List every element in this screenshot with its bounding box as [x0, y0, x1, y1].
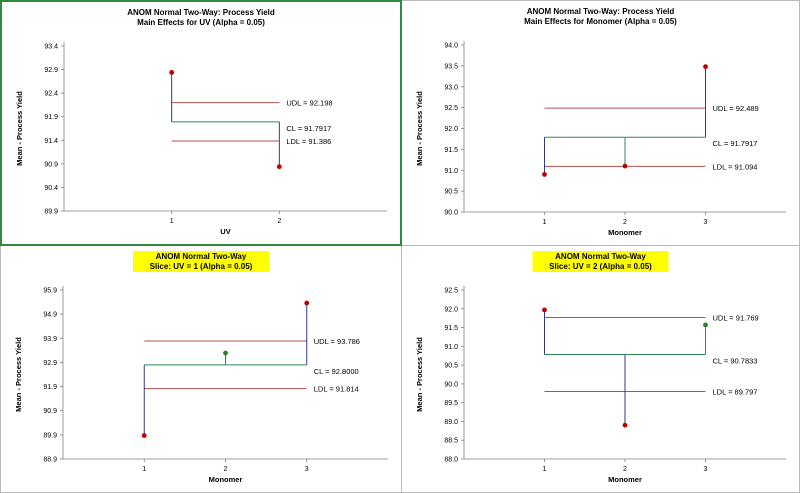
chart-panel-uv-main-effects: ANOM Normal Two-Way: Process Yield Main E…: [0, 0, 402, 246]
y-tick-label: 92.0: [444, 126, 458, 133]
y-tick-label: 91.5: [444, 147, 458, 154]
x-axis-label: Monomer: [209, 475, 243, 484]
udl-label: UDL = 92.198: [286, 99, 332, 108]
y-tick-label: 88.5: [444, 438, 458, 445]
chart-subtitle: Slice: UV = 2 (Alpha = 0.05): [549, 262, 652, 271]
y-tick-label: 90.0: [444, 381, 458, 388]
y-tick-label: 89.0: [444, 419, 458, 426]
y-tick-label: 93.0: [444, 84, 458, 91]
chart-subtitle: Main Effects for Monomer (Alpha = 0.05): [524, 17, 677, 26]
y-tick-label: 89.9: [43, 432, 57, 439]
chart-panel-slice-uv2: ANOM Normal Two-Way Slice: UV = 2 (Alpha …: [402, 246, 800, 493]
x-tick-label: 3: [305, 466, 309, 473]
y-tick-label: 90.0: [444, 210, 458, 217]
x-tick-label: 1: [543, 466, 547, 473]
data-point: [622, 422, 628, 428]
y-tick-label: 94.0: [444, 43, 458, 50]
data-point: [703, 322, 708, 328]
data-point: [542, 307, 547, 313]
data-point: [169, 70, 175, 75]
chart-title: ANOM Normal Two-Way: [555, 252, 646, 261]
title-highlight: [133, 251, 269, 272]
ldl-label: LDL = 91.386: [286, 137, 331, 146]
x-tick-label: 1: [142, 466, 146, 473]
y-tick-label: 91.4: [44, 138, 58, 145]
ldl-label: LDL = 91.814: [314, 385, 359, 394]
y-tick-label: 92.5: [444, 288, 458, 295]
udl-label: UDL = 93.786: [314, 337, 360, 346]
chart-subtitle: Main Effects for UV (Alpha = 0.05): [137, 18, 265, 27]
data-point: [622, 163, 628, 169]
x-tick-label: 2: [623, 219, 627, 226]
x-axis-label: Monomer: [608, 475, 642, 484]
y-tick-label: 90.5: [444, 189, 458, 196]
x-tick-label: 2: [224, 466, 228, 473]
x-tick-label: 1: [170, 218, 174, 225]
data-point: [276, 164, 282, 170]
chart-panel-monomer-main-effects: ANOM Normal Two-Way: Process Yield Main E…: [402, 0, 800, 246]
data-point: [304, 300, 310, 306]
y-tick-label: 88.9: [43, 457, 57, 464]
x-tick-label: 3: [704, 219, 708, 226]
cl-label: CL = 91.7917: [713, 139, 758, 148]
y-tick-label: 91.0: [444, 344, 458, 351]
ldl-label: LDL = 91.094: [713, 162, 758, 171]
y-tick-label: 93.5: [444, 63, 458, 70]
chart-panel-slice-uv1: ANOM Normal Two-Way Slice: UV = 1 (Alpha …: [0, 246, 402, 493]
y-axis-label: Mean - Process Yield: [14, 337, 23, 412]
udl-label: UDL = 91.769: [713, 313, 759, 322]
y-tick-label: 95.9: [43, 288, 57, 295]
y-tick-label: 89.5: [444, 400, 458, 407]
y-tick-label: 92.5: [444, 105, 458, 112]
y-tick-label: 90.9: [43, 408, 57, 415]
cl-label: CL = 92.8000: [314, 367, 359, 376]
chart-title: ANOM Normal Two-Way: Process Yield: [127, 8, 275, 17]
chart-title: ANOM Normal Two-Way: [156, 252, 247, 261]
y-axis-label: Mean - Process Yield: [15, 91, 24, 166]
y-tick-label: 93.4: [44, 44, 58, 51]
y-tick-label: 90.5: [444, 363, 458, 370]
cl-label: CL = 91.7917: [286, 124, 331, 133]
y-tick-label: 88.0: [444, 457, 458, 464]
y-axis-label: Mean - Process Yield: [415, 91, 424, 166]
cl-label: CL = 90.7833: [713, 356, 758, 365]
ldl-label: LDL = 89.797: [713, 388, 758, 397]
data-point: [703, 64, 708, 70]
y-tick-label: 91.0: [444, 168, 458, 175]
y-tick-label: 92.4: [44, 91, 58, 98]
y-tick-label: 90.4: [44, 185, 58, 192]
x-tick-label: 2: [623, 466, 627, 473]
y-tick-label: 90.9: [44, 161, 58, 168]
x-tick-label: 3: [704, 466, 708, 473]
y-axis-label: Mean - Process Yield: [415, 337, 424, 412]
x-tick-label: 1: [543, 219, 547, 226]
data-point: [542, 172, 547, 177]
axes: [463, 41, 786, 213]
y-tick-label: 92.9: [43, 360, 57, 367]
x-tick-label: 2: [277, 218, 281, 225]
y-tick-label: 91.9: [44, 114, 58, 121]
chart-subtitle: Slice: UV = 1 (Alpha = 0.05): [150, 262, 253, 271]
y-tick-label: 91.9: [43, 384, 57, 391]
axes: [63, 42, 387, 212]
udl-label: UDL = 92.489: [713, 104, 759, 113]
title-highlight: [532, 251, 669, 272]
x-axis-label: Monomer: [608, 228, 642, 237]
data-point: [141, 433, 147, 438]
y-tick-label: 93.9: [43, 336, 57, 343]
chart-title: ANOM Normal Two-Way: Process Yield: [527, 7, 675, 16]
y-tick-label: 92.0: [444, 306, 458, 313]
y-tick-label: 92.9: [44, 67, 58, 74]
y-tick-label: 91.5: [444, 325, 458, 332]
y-tick-label: 94.9: [43, 312, 57, 319]
y-tick-label: 89.9: [44, 209, 58, 216]
x-axis-label: UV: [220, 227, 230, 236]
data-point: [223, 350, 228, 356]
